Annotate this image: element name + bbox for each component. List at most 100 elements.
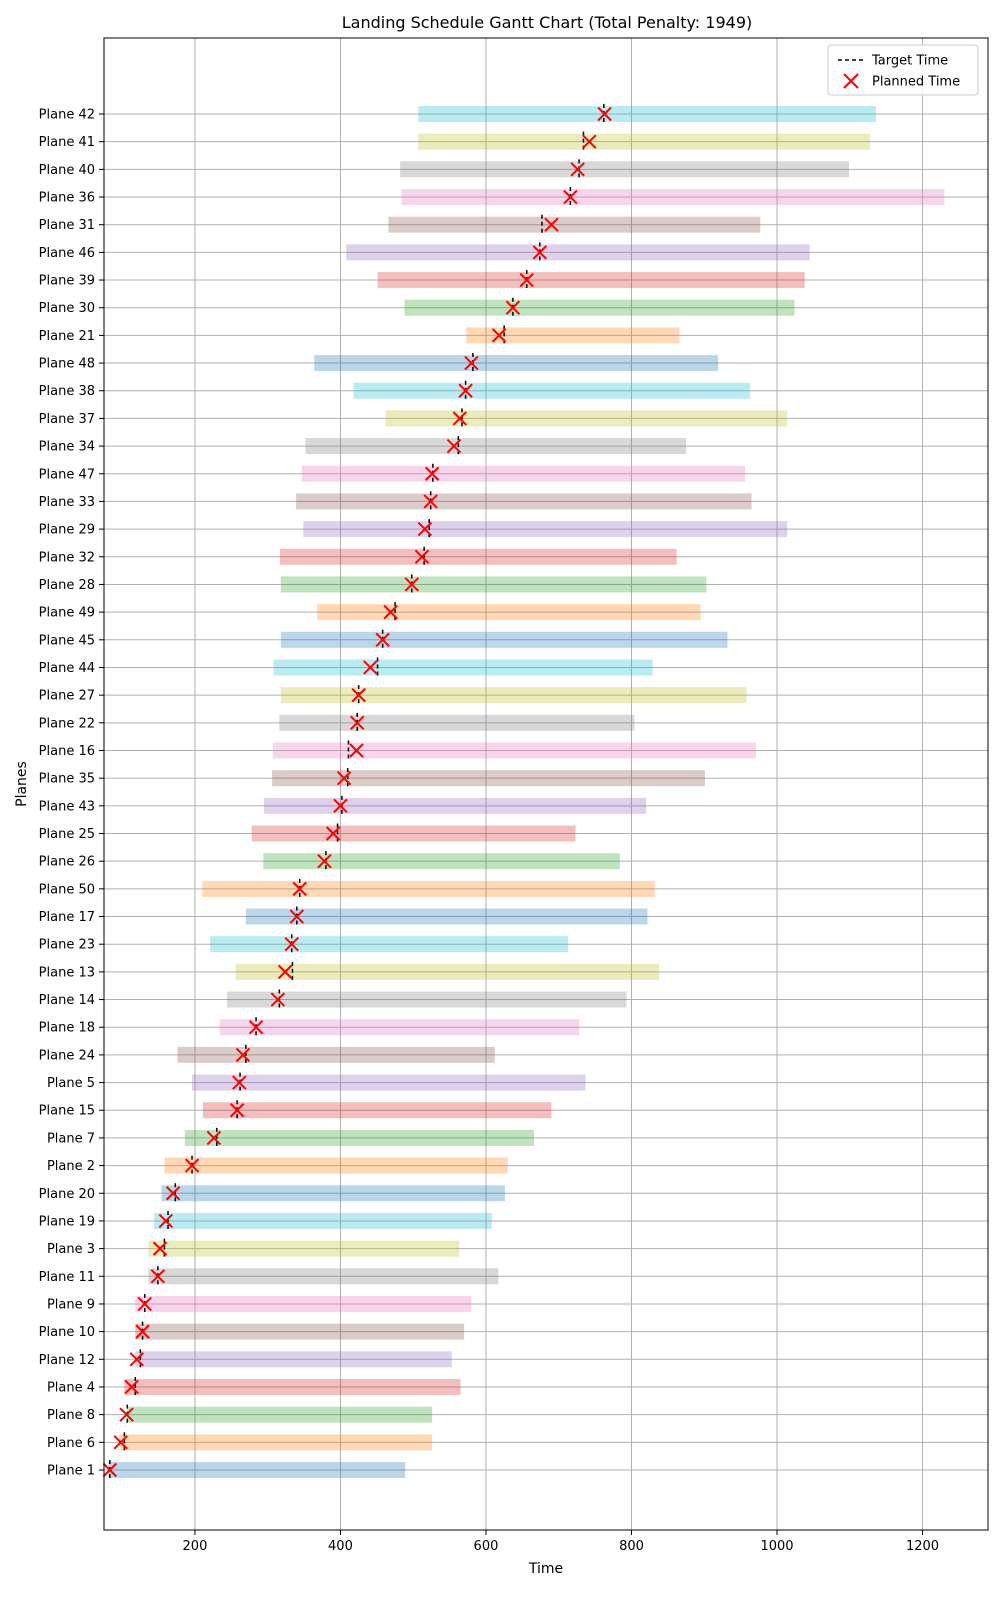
y-tick-label: Plane 22 (39, 716, 95, 731)
y-tick-label: Plane 26 (39, 855, 95, 870)
y-tick-label: Plane 23 (39, 938, 95, 953)
x-tick-label: 1000 (760, 1539, 793, 1554)
planned-time-stroke (292, 881, 307, 897)
y-tick-label: Plane 4 (47, 1380, 95, 1395)
planned-time-marker (289, 909, 305, 924)
planned-time-marker (491, 328, 507, 343)
legend-target-label: Target Time (871, 54, 948, 69)
planned-time-marker (119, 1407, 134, 1422)
planned-time-marker (248, 1020, 264, 1035)
time-window-bar (127, 1406, 433, 1423)
planned-time-marker (336, 770, 352, 786)
planned-time-stroke (124, 1379, 139, 1395)
y-tick-label: Plane 1 (47, 1464, 95, 1479)
y-tick-label: Plane 9 (47, 1297, 95, 1312)
planned-time-marker (597, 106, 612, 122)
time-window-bar (400, 161, 850, 178)
y-tick-label: Plane 35 (39, 772, 95, 787)
y-tick-label: Plane 24 (39, 1048, 95, 1063)
planned-time-marker (150, 1269, 166, 1284)
planned-time-marker (235, 1047, 251, 1063)
planned-time-stroke (184, 1158, 200, 1173)
grid-lines (104, 38, 988, 1530)
planned-time-marker (505, 300, 521, 315)
planned-time-stroke (491, 328, 507, 343)
time-window-bar (377, 272, 805, 289)
planned-time-stroke (317, 853, 332, 869)
planned-time-marker (113, 1435, 128, 1450)
time-window-bar (161, 1185, 505, 1202)
x-axis: 200 400 600 800 1000 1200 (183, 1530, 939, 1554)
planned-time-marker (165, 1186, 181, 1201)
time-window-bar (353, 382, 751, 399)
planned-time-stroke (375, 632, 390, 648)
y-tick-label: Plane 42 (39, 108, 95, 123)
planned-time-stroke (570, 162, 585, 177)
planned-time-stroke (417, 521, 433, 537)
planned-time-stroke (544, 217, 559, 232)
time-window-bar (314, 355, 719, 372)
bars (108, 106, 945, 1478)
y-tick-label: Plane 27 (39, 689, 95, 704)
time-window-bar (135, 1323, 465, 1340)
planned-time-marker (519, 272, 534, 288)
planned-time-marker (563, 189, 578, 205)
y-tick-label: Plane 48 (39, 357, 95, 372)
planned-time-stroke (519, 272, 534, 288)
planned-time-stroke (452, 411, 467, 426)
planned-time-marker (570, 162, 585, 177)
y-tick-label: Plane 19 (39, 1214, 95, 1229)
y-tick-label: Plane 16 (39, 744, 95, 759)
x-axis-label: Time (528, 1561, 563, 1577)
time-window-bar (418, 133, 871, 150)
time-window-bar (202, 1102, 552, 1119)
planned-time-marker (363, 660, 378, 675)
y-tick-label: Plane 38 (39, 384, 95, 399)
x-tick-label: 400 (328, 1539, 353, 1554)
y-tick-label: Plane 11 (39, 1270, 95, 1285)
planned-time-marker (124, 1379, 139, 1395)
x-tick-label: 800 (619, 1539, 644, 1554)
y-tick-label: Plane 6 (47, 1436, 95, 1451)
planned-time-stroke (336, 770, 352, 786)
time-window-bar (466, 327, 680, 344)
planned-time-marker (349, 743, 364, 758)
planned-time-stroke (137, 1296, 152, 1312)
legend: Target Time Planned Time (827, 44, 979, 96)
planned-time-marker (351, 687, 366, 703)
time-window-bar (303, 521, 788, 538)
planned-time-marker (383, 604, 398, 620)
y-tick-label: Plane 21 (39, 329, 95, 344)
y-axis-label: Planes (14, 761, 30, 807)
planned-time-marker (129, 1352, 144, 1367)
time-window-bar (148, 1240, 460, 1257)
time-window-bar (388, 216, 761, 233)
planned-time-stroke (135, 1324, 150, 1339)
y-tick-label: Plane 25 (39, 827, 95, 842)
time-window-bar (296, 493, 752, 510)
planned-time-stroke (289, 909, 305, 924)
planned-time-marker (464, 355, 479, 371)
y-tick-label: Plane 47 (39, 467, 95, 482)
time-window-bar (177, 1046, 495, 1063)
planned-time-stroke (446, 438, 462, 454)
time-window-bar (210, 936, 569, 953)
y-tick-label: Plane 10 (39, 1325, 95, 1340)
y-tick-label: Plane 34 (39, 440, 95, 455)
planned-time-stroke (351, 687, 366, 703)
time-window-bar (317, 604, 701, 621)
time-window-bar (226, 991, 627, 1008)
planned-time-marker (158, 1213, 174, 1229)
planned-time-stroke (270, 992, 286, 1007)
planned-time-marker (333, 798, 348, 814)
y-tick-label: Plane 50 (39, 882, 95, 897)
planned-time-marker (317, 853, 332, 869)
y-tick-label: Plane 2 (47, 1159, 95, 1174)
planned-time-stroke (150, 1269, 166, 1284)
planned-time-marker (582, 134, 597, 149)
y-tick-label: Plane 32 (39, 550, 95, 565)
planned-time-marker (232, 1075, 247, 1090)
planned-time-stroke (349, 715, 365, 731)
y-tick-label: Plane 13 (39, 965, 95, 980)
